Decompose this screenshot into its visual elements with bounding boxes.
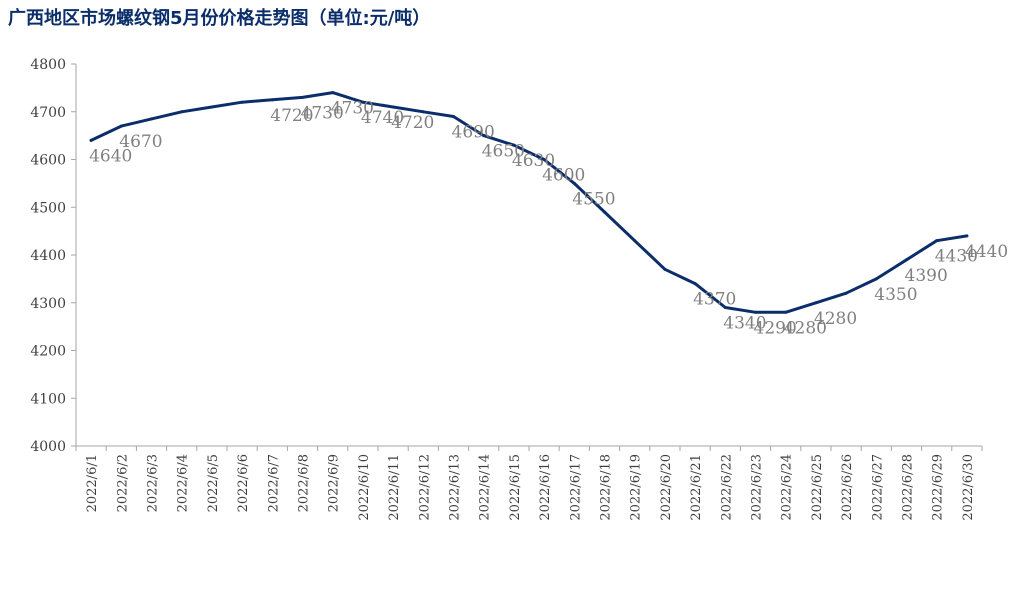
x-tick-label: 2022/6/30 bbox=[961, 454, 976, 521]
data-point bbox=[150, 117, 153, 121]
y-tick-label: 4500 bbox=[30, 200, 66, 216]
x-tick-label: 2022/6/2 bbox=[115, 454, 130, 512]
x-tick-label: 2022/6/23 bbox=[750, 454, 765, 521]
data-label: 4280 bbox=[814, 309, 857, 329]
y-tick-label: 4600 bbox=[30, 153, 66, 169]
data-point bbox=[119, 124, 123, 128]
x-tick-label: 2022/6/16 bbox=[538, 454, 553, 521]
data-label: 4690 bbox=[452, 123, 495, 143]
x-tick-label: 2022/6/20 bbox=[659, 454, 674, 521]
data-label: 4390 bbox=[905, 266, 948, 286]
data-point bbox=[633, 239, 637, 243]
y-tick-label: 4400 bbox=[30, 248, 66, 264]
x-tick-label: 2022/6/13 bbox=[448, 454, 463, 521]
data-point bbox=[331, 91, 335, 95]
x-tick-label: 2022/6/12 bbox=[417, 454, 432, 521]
x-tick-label: 2022/6/29 bbox=[931, 454, 946, 521]
x-tick-label: 2022/6/25 bbox=[810, 454, 825, 521]
data-label: 4600 bbox=[542, 166, 585, 186]
y-tick-label: 4000 bbox=[30, 439, 66, 455]
data-label: 4340 bbox=[723, 314, 766, 334]
data-label: 4670 bbox=[119, 132, 162, 152]
x-tick-label: 2022/6/27 bbox=[870, 454, 885, 521]
x-tick-label: 2022/6/9 bbox=[327, 454, 342, 512]
data-point bbox=[421, 110, 425, 114]
data-point bbox=[89, 138, 93, 142]
x-tick-label: 2022/6/14 bbox=[478, 454, 493, 521]
x-tick-label: 2022/6/18 bbox=[599, 454, 614, 521]
data-label: 4740 bbox=[361, 108, 404, 128]
y-tick-label: 4100 bbox=[30, 391, 66, 407]
x-tick-label: 2022/6/19 bbox=[629, 454, 644, 521]
series-line bbox=[89, 91, 969, 314]
x-tick-label: 2022/6/1 bbox=[85, 454, 100, 512]
x-tick-label: 2022/6/10 bbox=[357, 454, 372, 521]
y-tick-label: 4700 bbox=[30, 105, 66, 121]
data-point bbox=[784, 310, 788, 314]
x-tick-label: 2022/6/6 bbox=[236, 454, 251, 512]
x-axis: 2022/6/1 2022/6/2 2022/6/3 2022/6/4 2022/6/5… bbox=[75, 445, 983, 521]
data-point bbox=[754, 310, 757, 314]
data-label: 4730 bbox=[331, 99, 374, 119]
data-label: 4350 bbox=[874, 285, 917, 305]
data-label: 4720 bbox=[270, 106, 313, 126]
x-tick-label: 2022/6/15 bbox=[508, 454, 523, 521]
x-tick-label: 2022/6/24 bbox=[780, 454, 795, 521]
data-label: 4290 bbox=[754, 318, 797, 338]
x-tick-label: 2022/6/4 bbox=[176, 454, 191, 512]
y-tick-label: 4300 bbox=[30, 296, 66, 312]
x-tick-label: 2022/6/7 bbox=[266, 454, 281, 512]
data-point bbox=[663, 267, 667, 271]
x-tick-label: 2022/6/3 bbox=[146, 454, 161, 512]
data-point bbox=[512, 143, 516, 147]
data-point bbox=[603, 210, 606, 214]
data-point bbox=[361, 100, 365, 104]
data-point bbox=[542, 158, 546, 161]
x-tick-label: 2022/6/5 bbox=[206, 454, 221, 512]
data-point bbox=[391, 105, 395, 109]
data-label: 4720 bbox=[391, 113, 434, 133]
data-point bbox=[270, 98, 274, 102]
x-tick-label: 2022/6/22 bbox=[719, 454, 734, 521]
y-tick-label: 4200 bbox=[30, 344, 66, 360]
data-point bbox=[301, 95, 304, 99]
data-point bbox=[482, 134, 486, 138]
y-axis: 4000 4100 4200 4300 4400 4500 4600 4700 4800 bbox=[30, 57, 77, 455]
data-point bbox=[180, 110, 184, 114]
x-tick-label: 2022/6/17 bbox=[568, 454, 583, 521]
data-point bbox=[844, 291, 848, 295]
data-point bbox=[693, 282, 697, 286]
data-point bbox=[240, 100, 244, 104]
data-point bbox=[210, 105, 214, 109]
data-point bbox=[905, 258, 908, 262]
data-label: 4730 bbox=[301, 103, 344, 123]
data-point bbox=[935, 239, 939, 243]
data-label: 4550 bbox=[572, 189, 615, 209]
data-point bbox=[452, 115, 455, 119]
x-tick-label: 2022/6/26 bbox=[840, 454, 855, 521]
data-label: 4630 bbox=[512, 151, 555, 171]
data-point bbox=[874, 277, 878, 281]
data-point bbox=[814, 301, 818, 305]
data-label: 4650 bbox=[482, 142, 525, 162]
data-point bbox=[723, 306, 727, 310]
x-tick-label: 2022/6/11 bbox=[387, 454, 402, 521]
y-tick-label: 4800 bbox=[30, 57, 66, 73]
series-group bbox=[89, 91, 969, 314]
data-label: 4370 bbox=[693, 290, 736, 310]
data-label: 4430 bbox=[935, 247, 978, 267]
chart-title: 广西地区市场螺纹钢5月份价格走势图（单位:元/吨） bbox=[8, 8, 431, 29]
x-tick-label: 2022/6/8 bbox=[297, 454, 312, 512]
x-tick-label: 2022/6/21 bbox=[689, 454, 704, 521]
data-label: 4280 bbox=[784, 318, 827, 338]
data-label: 4640 bbox=[89, 146, 132, 166]
x-tick-label: 2022/6/28 bbox=[901, 454, 916, 521]
data-label: 4440 bbox=[965, 242, 1008, 262]
data-point bbox=[572, 181, 576, 185]
data-point bbox=[965, 234, 969, 238]
